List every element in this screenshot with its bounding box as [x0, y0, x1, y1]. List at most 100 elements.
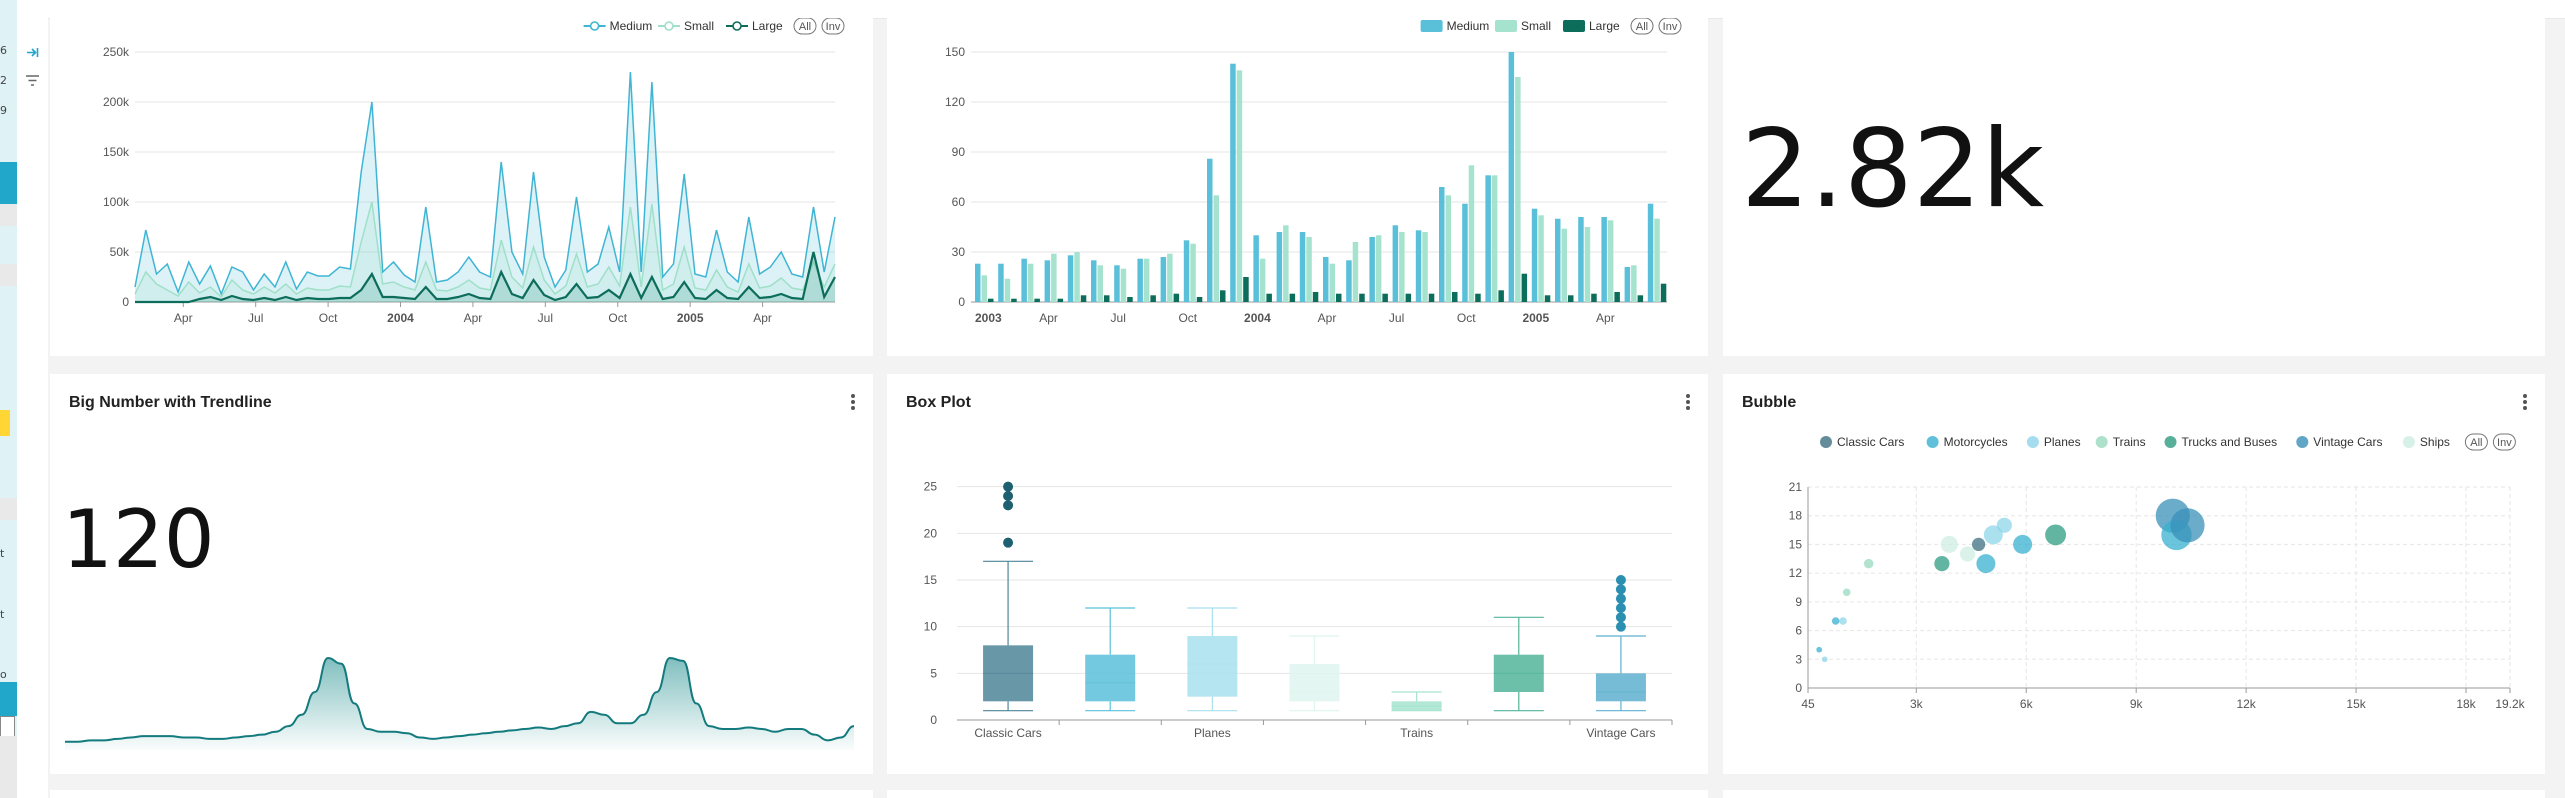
bubble-trains: [1842, 588, 1851, 597]
bar-medium: [1323, 257, 1329, 302]
x-tick-label: Apr: [1039, 311, 1058, 325]
card-title: Box Plot: [906, 394, 971, 411]
y-tick-label: 5: [930, 666, 937, 680]
x-tick-label: Apr: [1596, 311, 1615, 325]
legend-marker-large: [732, 21, 742, 31]
x-tick-label: Apr: [174, 311, 193, 325]
legend-all-button: [793, 17, 817, 35]
bar-medium: [1624, 267, 1631, 302]
y-tick-label: 25: [924, 480, 938, 494]
bar-chart-card: 0 30 60 90 120 150 2003 Apr Jul Oct 2004 Apr Jul Oct 2…: [887, 17, 1708, 356]
x-tick-label: Oct: [1178, 311, 1197, 325]
bar-small: [1236, 70, 1243, 302]
bar-large: [1475, 293, 1481, 302]
legend-inv-label[interactable]: Inv: [2497, 437, 2512, 449]
filter-icon[interactable]: [24, 72, 41, 89]
x-tick-label: 6k: [2020, 697, 2034, 711]
bar-medium: [1230, 63, 1236, 303]
bar-small: [1167, 253, 1173, 302]
bar-large: [1080, 295, 1087, 302]
y-tick-label: 6: [1795, 624, 1802, 638]
bar-large: [1173, 293, 1180, 302]
legend-label-small: Small: [1521, 19, 1551, 33]
x-tick-label: 2004: [1244, 311, 1271, 325]
nav-fragment: 2: [0, 74, 7, 87]
bar-medium: [1485, 175, 1491, 302]
bar-medium: [1439, 187, 1445, 302]
x-tick-label: 3k: [1910, 697, 1924, 711]
legend-inv-button: [2492, 433, 2516, 451]
bubble-motorcycles: [2013, 534, 2033, 554]
legend-label-large: Large: [752, 19, 783, 33]
series-line-medium: [134, 71, 836, 297]
card-title: Bubble: [1742, 394, 1797, 411]
x-tick-label: 2005: [677, 311, 704, 325]
bubble-trucks-and-buses: [2045, 524, 2067, 546]
bar-large: [1312, 292, 1319, 302]
x-tick-label: 18k: [2456, 697, 2476, 711]
bar-large: [1382, 293, 1388, 302]
bubble-motorcycles: [1831, 617, 1840, 625]
bar-medium: [1137, 258, 1143, 302]
bubble-chart-card: Bubble 0 3 6 9 12 15 18 21 45 3k 6k 9k 12k 15k 18k 19.2…: [1723, 374, 2545, 774]
legend-all-label[interactable]: All: [1636, 21, 1648, 33]
more-options-icon[interactable]: [2517, 392, 2533, 412]
bar-medium: [1067, 255, 1074, 302]
y-tick-label: 0: [1795, 681, 1802, 695]
nav-block: [0, 264, 17, 286]
expand-panel-icon[interactable]: [24, 44, 41, 61]
nav-widget-icon[interactable]: [0, 716, 15, 738]
bar-small: [981, 275, 987, 302]
legend-label-trucks-and-buses: Trucks and Buses: [2182, 435, 2278, 449]
bubble-planes: [1996, 517, 2012, 533]
left-nav-strip: 6 2 9 t t o: [0, 0, 17, 798]
series-line-small: [134, 201, 836, 299]
box-outlier: [1003, 500, 1014, 511]
nav-selected-block[interactable]: [0, 682, 17, 716]
bar-small: [1004, 278, 1011, 302]
box-outlier: [1003, 481, 1014, 492]
bar-medium: [1531, 208, 1538, 302]
bar-medium: [1021, 258, 1027, 302]
nav-selected-block[interactable]: [0, 162, 17, 204]
box-outlier: [1003, 491, 1014, 501]
more-options-icon[interactable]: [1680, 392, 1696, 412]
y-tick-label: 15: [1789, 537, 1803, 551]
x-tick-label: Trains: [1400, 726, 1433, 740]
bar-large: [1289, 293, 1296, 302]
box-outlier: [1615, 575, 1626, 585]
legend-label-planes: Planes: [2044, 435, 2081, 449]
y-tick-label: 15: [924, 573, 938, 587]
box-vintage-cars: [1595, 673, 1646, 702]
more-options-icon[interactable]: [845, 392, 861, 412]
legend-all-button: [1630, 17, 1654, 35]
legend-inv-label[interactable]: Inv: [826, 21, 841, 33]
bar-medium: [1555, 218, 1561, 302]
x-tick-label: Jul: [1111, 311, 1126, 325]
chart-card-partial: [50, 790, 873, 798]
bar-medium: [1601, 217, 1607, 302]
legend-label-medium: Medium: [610, 19, 653, 33]
legend-all-label[interactable]: All: [2470, 437, 2482, 449]
y-tick-label: 12: [1789, 566, 1803, 580]
big-number-value: 2.82k: [1741, 107, 2045, 232]
bar-small: [1631, 265, 1637, 302]
nav-block: [0, 498, 17, 520]
legend-label-ships: Ships: [2420, 435, 2450, 449]
legend-label-classic-cars: Classic Cars: [1837, 435, 1904, 449]
legend-label-large: Large: [1589, 19, 1620, 33]
legend-all-label[interactable]: All: [799, 21, 811, 33]
bar-medium: [1183, 240, 1190, 302]
box-outlier: [1615, 621, 1626, 632]
bar-large: [1591, 293, 1597, 302]
bar-large: [1637, 295, 1644, 302]
box-outlier: [1003, 537, 1014, 548]
y-tick-label: 100k: [103, 195, 130, 209]
legend-inv-label[interactable]: Inv: [1663, 21, 1678, 33]
x-tick-label: Apr: [753, 311, 772, 325]
x-tick-label: 2005: [1522, 311, 1549, 325]
legend-label-motorcycles: Motorcycles: [1944, 435, 2008, 449]
x-tick-label: Classic Cars: [974, 726, 1041, 740]
bar-large: [1127, 297, 1133, 302]
y-tick-label: 9: [1795, 595, 1802, 609]
